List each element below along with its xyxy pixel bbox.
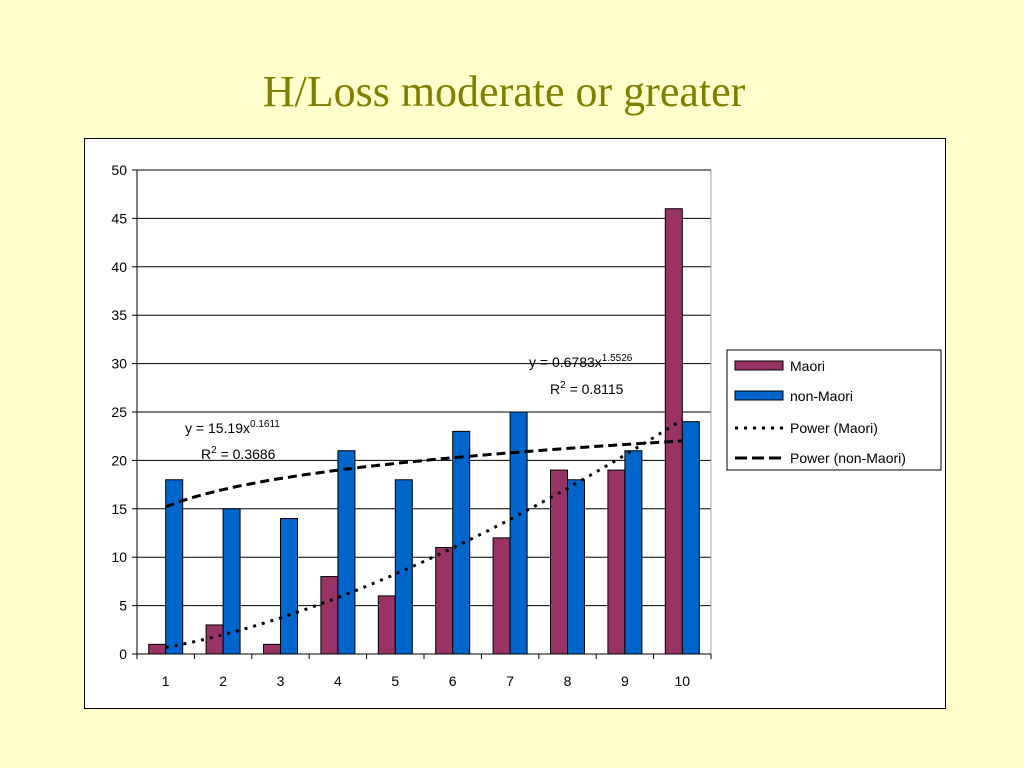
non-maori-equation-label: y = 15.19x0.1611 R2 = 0.3686 [185,419,280,462]
x-tick-label: 1 [162,673,170,689]
x-tick-label: 4 [334,673,342,689]
bar-maori [148,643,167,655]
bar-non-maori [624,450,643,655]
slide-title: H/Loss moderate or greater [262,67,746,116]
bar-non-maori [452,430,471,655]
bar-maori [205,624,224,655]
trendline-power-non-maori- [165,439,683,509]
trendline-r-squared: R2 = 0.3686 [201,445,276,462]
legend-swatch-non-maori [734,390,784,401]
trendline-r-squared: R2 = 0.8115 [550,380,624,397]
y-tick-label: 0 [119,646,127,662]
trendline-equation: y = 15.19x0.1611 [185,419,280,436]
bar-non-maori [280,517,298,655]
legend-label-non-maori: non-Maori [790,388,853,404]
bar-maori [492,537,511,655]
trendline-equation: y = 0.6783x1.5526 [529,353,633,370]
y-tick-label: 50 [111,162,127,178]
x-tick-label: 5 [391,673,399,689]
legend-label-power-non-maori: Power (non-Maori) [790,450,906,466]
bar-non-maori [394,479,413,655]
x-tick-label: 9 [621,673,629,689]
legend-label-maori: Maori [790,358,825,374]
y-tick-label: 35 [111,307,127,323]
y-tick-label: 15 [111,501,127,517]
x-tick-label: 2 [219,673,227,689]
x-tick-label: 10 [675,673,691,689]
x-tick-label: 6 [449,673,457,689]
bar-non-maori [567,479,585,655]
y-tick-label: 25 [111,404,127,420]
legend-swatch-maori [734,360,784,371]
bar-non-maori [681,421,700,655]
x-tick-label: 8 [564,673,572,689]
y-tick-label: 5 [119,598,127,614]
bar-maori [263,643,281,655]
y-tick-label: 30 [111,356,127,372]
bar-non-maori [509,411,528,655]
bar-maori [664,208,683,655]
x-tick-label: 7 [506,673,514,689]
chart-frame: 0 5 10 15 20 25 30 35 40 45 50 1 2 3 4 5 6 7 8 9 10 y = 0.678… [84,138,946,709]
legend-label-power-maori: Power (Maori) [790,420,878,436]
bar-maori [377,595,396,655]
bar-non-maori [337,450,356,655]
bar-maori [607,469,626,655]
chart-legend: Maori non-Maori Power (Maori) Power (non-Ma… [726,349,942,471]
bar-maori [320,576,339,655]
y-tick-label: 20 [111,452,127,468]
y-tick-label: 10 [111,549,127,565]
bar-maori [435,547,454,655]
y-tick-label: 45 [111,210,127,226]
maori-equation-label: y = 0.6783x1.5526 R2 = 0.8115 [529,353,633,397]
y-tick-label: 40 [111,259,127,275]
trendline-power-maori- [165,418,684,649]
x-tick-label: 3 [277,673,285,689]
